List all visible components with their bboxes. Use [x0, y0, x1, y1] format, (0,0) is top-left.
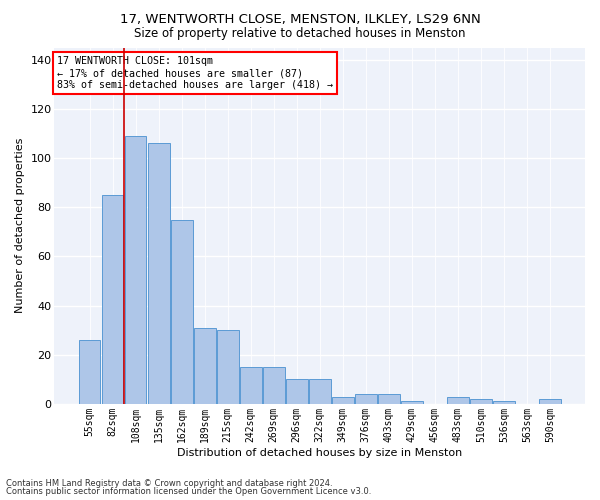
- Bar: [401, 402, 423, 404]
- Bar: [170, 220, 193, 404]
- Text: 17 WENTWORTH CLOSE: 101sqm
← 17% of detached houses are smaller (87)
83% of semi: 17 WENTWORTH CLOSE: 101sqm ← 17% of deta…: [57, 56, 333, 90]
- Bar: [309, 380, 331, 404]
- Bar: [286, 380, 308, 404]
- Bar: [217, 330, 239, 404]
- Bar: [263, 367, 284, 404]
- Bar: [194, 328, 215, 404]
- Text: Contains public sector information licensed under the Open Government Licence v3: Contains public sector information licen…: [6, 487, 371, 496]
- Text: Size of property relative to detached houses in Menston: Size of property relative to detached ho…: [134, 28, 466, 40]
- Text: 17, WENTWORTH CLOSE, MENSTON, ILKLEY, LS29 6NN: 17, WENTWORTH CLOSE, MENSTON, ILKLEY, LS…: [119, 12, 481, 26]
- Text: Contains HM Land Registry data © Crown copyright and database right 2024.: Contains HM Land Registry data © Crown c…: [6, 478, 332, 488]
- Bar: [493, 402, 515, 404]
- Bar: [101, 195, 124, 404]
- Bar: [125, 136, 146, 404]
- Y-axis label: Number of detached properties: Number of detached properties: [15, 138, 25, 314]
- Bar: [447, 396, 469, 404]
- X-axis label: Distribution of detached houses by size in Menston: Distribution of detached houses by size …: [177, 448, 463, 458]
- Bar: [240, 367, 262, 404]
- Bar: [539, 399, 561, 404]
- Bar: [470, 399, 492, 404]
- Bar: [332, 396, 353, 404]
- Bar: [79, 340, 100, 404]
- Bar: [378, 394, 400, 404]
- Bar: [355, 394, 377, 404]
- Bar: [148, 144, 170, 404]
